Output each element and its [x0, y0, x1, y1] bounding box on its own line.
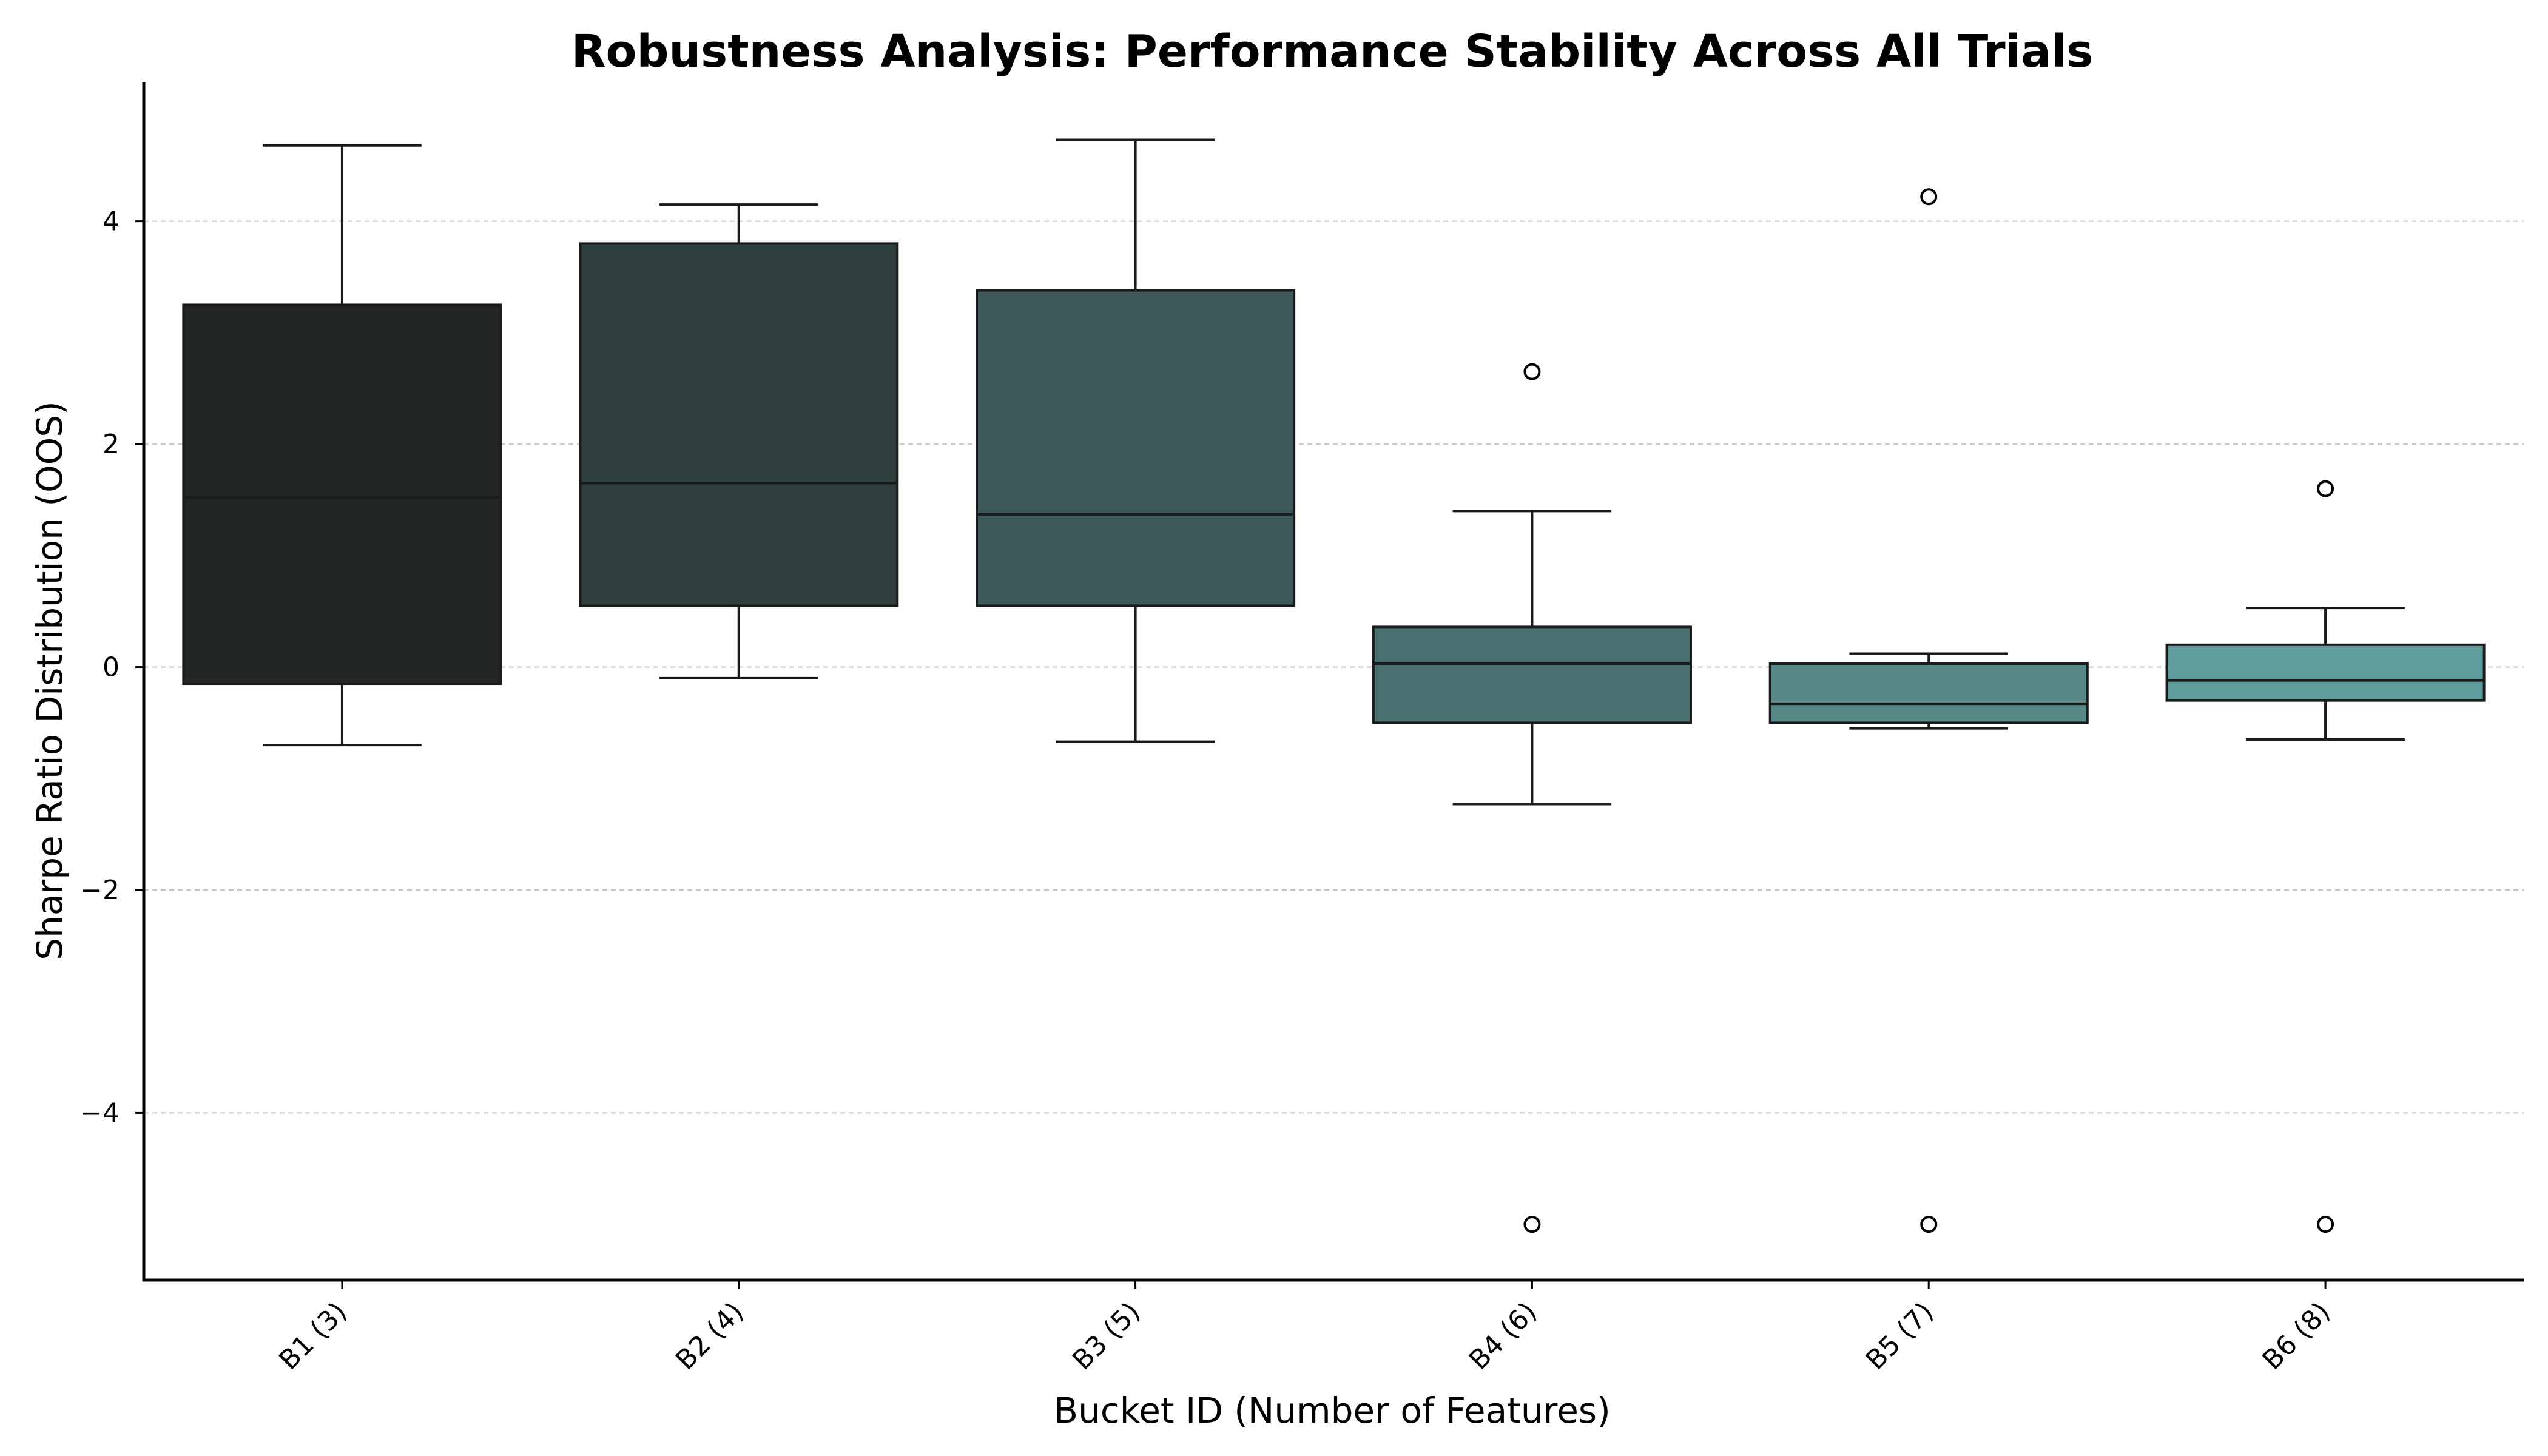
y-axis-label: Sharpe Ratio Distribution (OOS): [29, 401, 70, 960]
boxes-layer: [182, 138, 2486, 1233]
iqr-box: [182, 303, 502, 686]
iqr-box: [579, 242, 899, 607]
box-group: [976, 138, 1296, 743]
y-tick-label: 0: [103, 652, 120, 683]
y-tick-label: 4: [103, 206, 120, 237]
x-tick-label: B1 (3): [274, 1296, 353, 1376]
iqr-box: [976, 289, 1296, 607]
x-tick-label: B2 (4): [670, 1296, 749, 1376]
y-tick-label: 2: [103, 429, 120, 460]
box-group: [182, 144, 502, 747]
x-tick-label: B4 (6): [1463, 1296, 1543, 1376]
outlier-point: [1920, 188, 1938, 206]
y-tick-label: −2: [80, 875, 120, 906]
outlier-point: [1523, 363, 1541, 380]
gridlines: [144, 220, 2524, 1114]
outlier-point: [1920, 1216, 1938, 1233]
axes: [142, 82, 2524, 1282]
x-tick-label: B5 (7): [1860, 1296, 1940, 1376]
x-tick-label: B6 (8): [2257, 1296, 2336, 1376]
x-tick-label: B3 (5): [1067, 1296, 1146, 1376]
y-tick-label: −4: [80, 1097, 120, 1128]
iqr-box: [1768, 662, 2089, 724]
outlier-point: [2317, 1216, 2334, 1233]
outlier-point: [2317, 480, 2334, 497]
box-group: [2165, 480, 2486, 1233]
box-group: [579, 203, 899, 679]
chart-title: Robustness Analysis: Performance Stabili…: [571, 25, 2094, 78]
x-axis-label: Bucket ID (Number of Features): [1054, 1390, 1610, 1431]
box-group: [1768, 188, 2089, 1233]
iqr-box: [1372, 625, 1692, 724]
box-group: [1372, 363, 1692, 1233]
iqr-box: [2165, 643, 2486, 702]
outlier-point: [1523, 1216, 1541, 1233]
